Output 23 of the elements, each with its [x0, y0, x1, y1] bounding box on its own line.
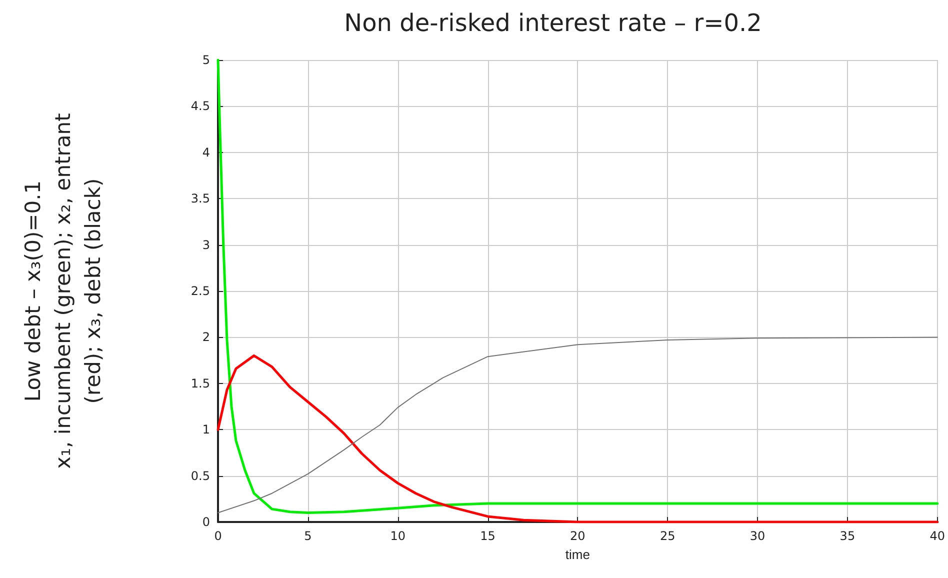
y-tick-label: 3	[202, 238, 210, 252]
y-tick-label: 1.5	[190, 376, 210, 390]
y-tick-label: 0.5	[190, 468, 210, 483]
y-tick-label: 2.5	[190, 284, 210, 298]
y-tick-label: 4.5	[190, 99, 210, 114]
x-tick-label: 25	[660, 529, 676, 543]
chart-title: Non de-risked interest rate – r=0.2	[344, 9, 762, 37]
x-tick-label: 30	[750, 529, 766, 543]
x-tick-label: 5	[304, 529, 312, 543]
x-tick-label: 35	[840, 529, 856, 543]
y-tick-label: 2	[202, 330, 210, 344]
y-tick-label: 3.5	[190, 192, 210, 206]
y-tick-label: 1	[202, 422, 210, 437]
y-tick-label: 5	[202, 53, 210, 67]
y-axis-title: Low debt – x₃(0)=0.1 x₁, incumbent (green); x₂, entrant (red); x₃, debt (black)	[21, 113, 105, 469]
y-tick-label: 0	[202, 515, 210, 529]
x-axis-title: time	[565, 547, 590, 562]
x-tick-label: 20	[570, 529, 586, 543]
x-tick-label: 10	[390, 529, 406, 543]
x-tick-label: 40	[930, 529, 946, 543]
x-tick-label: 15	[480, 529, 496, 543]
y-tick-label: 4	[202, 145, 210, 160]
x-tick-label: 0	[214, 529, 222, 543]
